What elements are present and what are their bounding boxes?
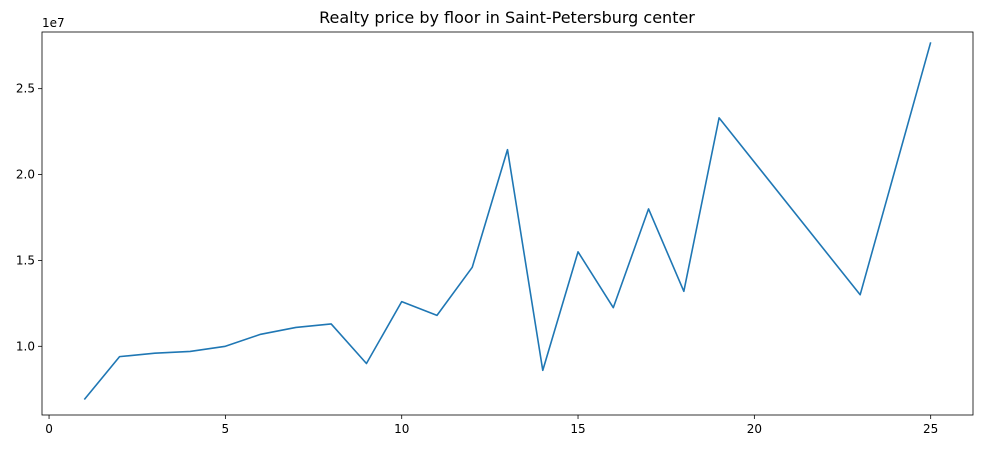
x-tick-label: 25: [923, 422, 938, 436]
series: [83, 42, 932, 401]
y-tick-label: 1.0: [16, 339, 35, 353]
y-tick-label: 2.5: [16, 82, 35, 96]
y-tick-label: 2.0: [16, 168, 35, 182]
y-offset-label: 1e7: [42, 16, 65, 30]
x-tick-label: 5: [222, 422, 230, 436]
x-tick-label: 20: [747, 422, 762, 436]
plot-frame: [41, 31, 974, 416]
x-tick-label: 10: [394, 422, 409, 436]
ticks: 0 5 10 15 20 25 1.0 1.5 2.0 2.5: [16, 82, 938, 436]
chart-title: Realty price by floor in Saint-Petersbur…: [319, 8, 695, 27]
axes: [41, 31, 974, 416]
y-tick-label: 1.5: [16, 253, 35, 267]
x-tick-label: 0: [45, 422, 53, 436]
x-tick-label: 15: [570, 422, 585, 436]
series-line: [83, 42, 932, 401]
